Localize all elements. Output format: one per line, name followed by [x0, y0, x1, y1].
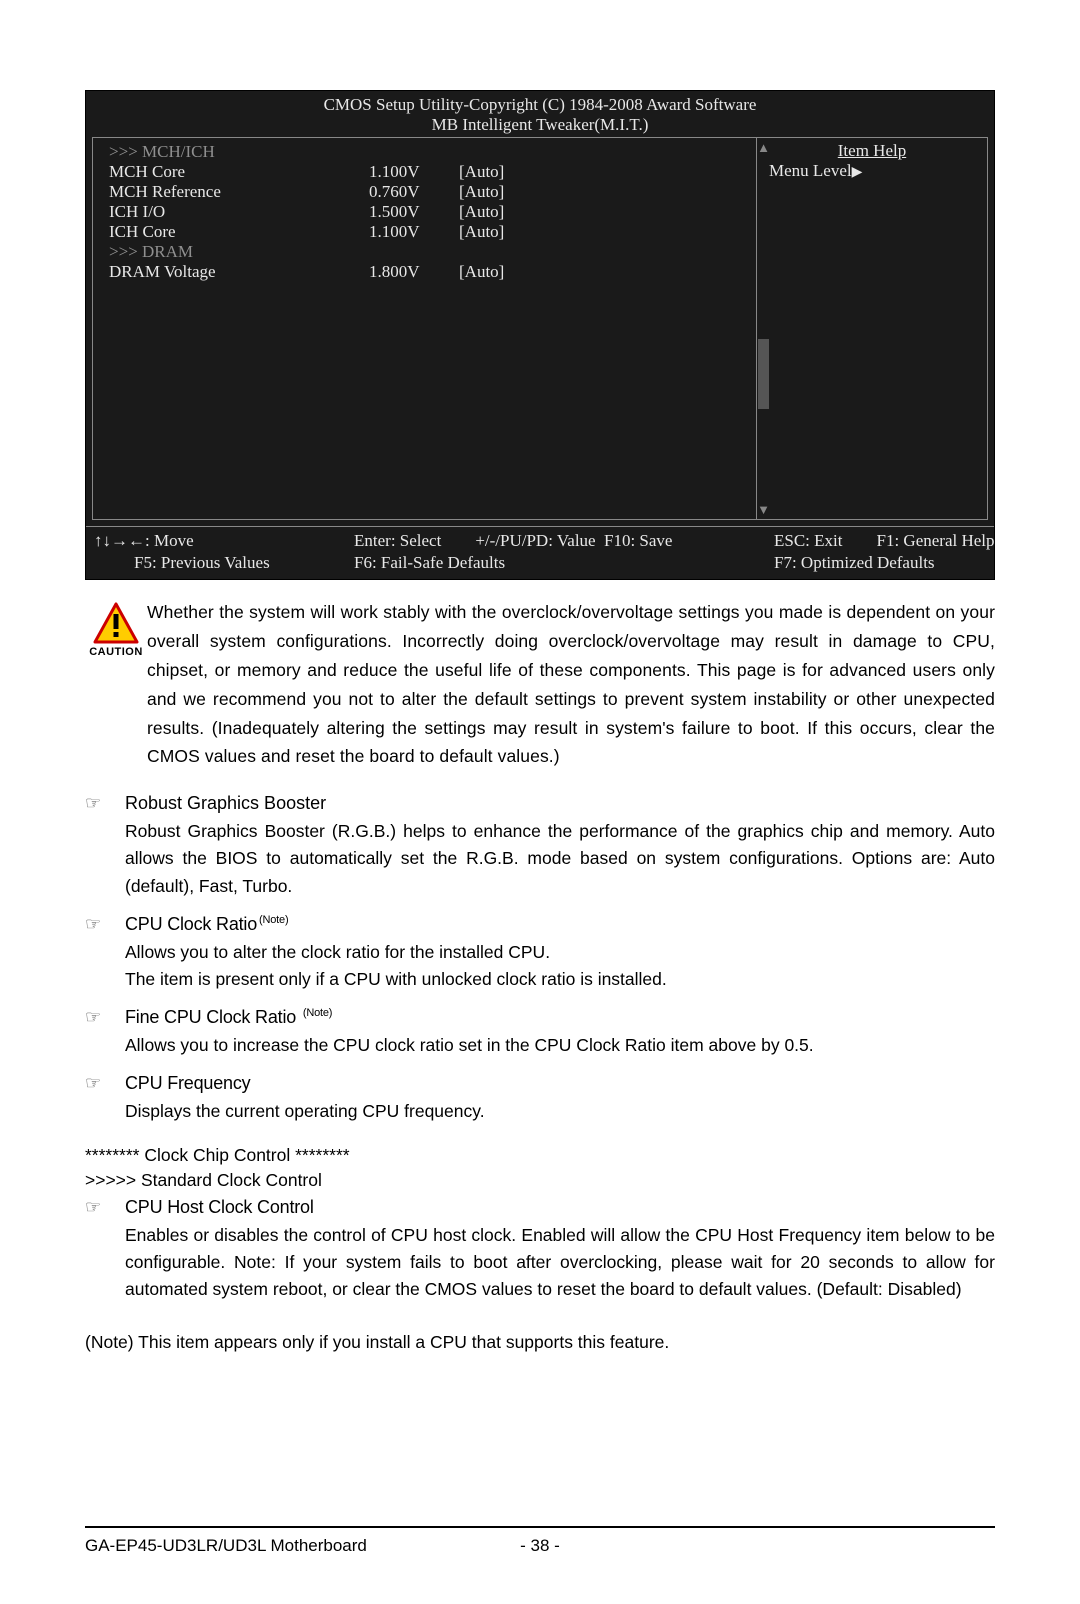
bios-header: CMOS Setup Utility-Copyright (C) 1984-20… — [86, 91, 994, 137]
bios-title-2: MB Intelligent Tweaker(M.I.T.) — [86, 115, 994, 135]
menu-level-arrow-icon: ▶ — [852, 165, 863, 180]
footer-move: ↑↓→←: Move — [94, 531, 354, 551]
item-robust-graphics-booster: ☞ Robust Graphics Booster Robust Graphic… — [85, 793, 995, 899]
footer-enter: Enter: Select +/-/PU/PD: Value — [354, 531, 604, 551]
bios-menu-level: Menu Level▶ — [769, 161, 975, 181]
bios-auto: [Auto] — [459, 182, 504, 202]
bios-row: DRAM Voltage 1.800V [Auto] — [109, 262, 740, 282]
bios-screenshot: CMOS Setup Utility-Copyright (C) 1984-20… — [85, 90, 995, 580]
bios-auto: [Auto] — [459, 202, 504, 222]
footer-save: F10: Save — [604, 531, 774, 551]
scroll-track — [758, 154, 769, 503]
bios-value: 1.800V — [369, 262, 459, 282]
scroll-up-icon: ▲ — [757, 141, 770, 154]
scroll-down-icon: ▼ — [757, 503, 770, 516]
item-title: Robust Graphics Booster — [125, 793, 326, 814]
bios-row: MCH Core 1.100V [Auto] — [109, 162, 740, 182]
note-superscript: (Note) — [259, 914, 288, 926]
caution-label: CAUTION — [85, 646, 147, 658]
hand-icon: ☞ — [85, 1007, 125, 1028]
footer-board: GA-EP45-UD3LR/UD3L Motherboard — [85, 1536, 367, 1556]
footer-page: - 38 - — [520, 1536, 560, 1556]
scroll-thumb — [758, 339, 769, 409]
bios-label: DRAM Voltage — [109, 262, 369, 282]
footer-failsafe: F6: Fail-Safe Defaults — [354, 553, 604, 573]
hand-icon: ☞ — [85, 1073, 125, 1094]
bios-title-1: CMOS Setup Utility-Copyright (C) 1984-20… — [86, 95, 994, 115]
bios-left-pane: >>> MCH/ICH MCH Core 1.100V [Auto] MCH R… — [93, 138, 757, 519]
item-cpu-host-clock-control: ☞ CPU Host Clock Control Enables or disa… — [85, 1197, 995, 1303]
hand-icon: ☞ — [85, 793, 125, 814]
bios-value: 1.100V — [369, 162, 459, 182]
bios-label: MCH Core — [109, 162, 369, 182]
bios-help-pane: Item Help Menu Level▶ — [757, 138, 987, 519]
items-list: ☞ Robust Graphics Booster Robust Graphic… — [85, 793, 995, 1303]
item-cpu-frequency: ☞ CPU Frequency Displays the current ope… — [85, 1073, 995, 1125]
bios-value: 0.760V — [369, 182, 459, 202]
bios-value: 1.500V — [369, 202, 459, 222]
bios-label: MCH Reference — [109, 182, 369, 202]
bios-body: >>> MCH/ICH MCH Core 1.100V [Auto] MCH R… — [92, 137, 988, 520]
bios-auto: [Auto] — [459, 222, 504, 242]
bios-auto: [Auto] — [459, 162, 504, 182]
caution-block: CAUTION Whether the system will work sta… — [85, 598, 995, 771]
note-superscript: (Note) — [303, 1007, 332, 1019]
item-title: CPU Frequency — [125, 1073, 250, 1094]
item-body: Allows you to increase the CPU clock rat… — [125, 1032, 995, 1059]
bios-row: ICH Core 1.100V [Auto] — [109, 222, 740, 242]
bios-row: ICH I/O 1.500V [Auto] — [109, 202, 740, 222]
item-title: Fine CPU Clock Ratio (Note) — [125, 1007, 332, 1028]
bios-scrollbar: ▲ ▼ — [757, 141, 770, 516]
caution-text: Whether the system will work stably with… — [147, 598, 995, 771]
aux-line-2: >>>>> Standard Clock Control — [85, 1170, 995, 1191]
warning-triangle-icon — [93, 602, 139, 644]
bios-section-mch: >>> MCH/ICH — [109, 142, 740, 162]
aux-line-1: ******** Clock Chip Control ******** — [85, 1145, 995, 1166]
caution-icon-wrap: CAUTION — [85, 598, 147, 771]
bios-footer: ↑↓→←: Move Enter: Select +/-/PU/PD: Valu… — [86, 526, 994, 579]
bios-value: 1.100V — [369, 222, 459, 242]
hand-icon: ☞ — [85, 914, 125, 935]
footer-exit: ESC: Exit F1: General Help — [774, 531, 995, 551]
bios-help-title: Item Help — [769, 141, 975, 161]
bios-row: MCH Reference 0.760V [Auto] — [109, 182, 740, 202]
item-body: Displays the current operating CPU frequ… — [125, 1098, 995, 1125]
note-line: (Note) This item appears only if you ins… — [85, 1332, 995, 1353]
bios-label: ICH Core — [109, 222, 369, 242]
footer-prev: F5: Previous Values — [94, 553, 354, 573]
hand-icon: ☞ — [85, 1197, 125, 1218]
item-title: CPU Host Clock Control — [125, 1197, 314, 1218]
aux-section: ******** Clock Chip Control ******** >>>… — [85, 1145, 995, 1191]
bios-label: ICH I/O — [109, 202, 369, 222]
item-cpu-clock-ratio: ☞ CPU Clock Ratio(Note) Allows you to al… — [85, 914, 995, 993]
footer-opt: F7: Optimized Defaults — [774, 553, 995, 573]
item-title: CPU Clock Ratio(Note) — [125, 914, 288, 935]
item-body: Enables or disables the control of CPU h… — [125, 1222, 995, 1303]
bios-auto: [Auto] — [459, 262, 504, 282]
item-body: Robust Graphics Booster (R.G.B.) helps t… — [125, 818, 995, 899]
page-footer: GA-EP45-UD3LR/UD3L Motherboard - 38 - — [85, 1526, 995, 1556]
item-fine-cpu-clock-ratio: ☞ Fine CPU Clock Ratio (Note) Allows you… — [85, 1007, 995, 1059]
item-body: Allows you to alter the clock ratio for … — [125, 939, 995, 993]
bios-section-dram: >>> DRAM — [109, 242, 740, 262]
